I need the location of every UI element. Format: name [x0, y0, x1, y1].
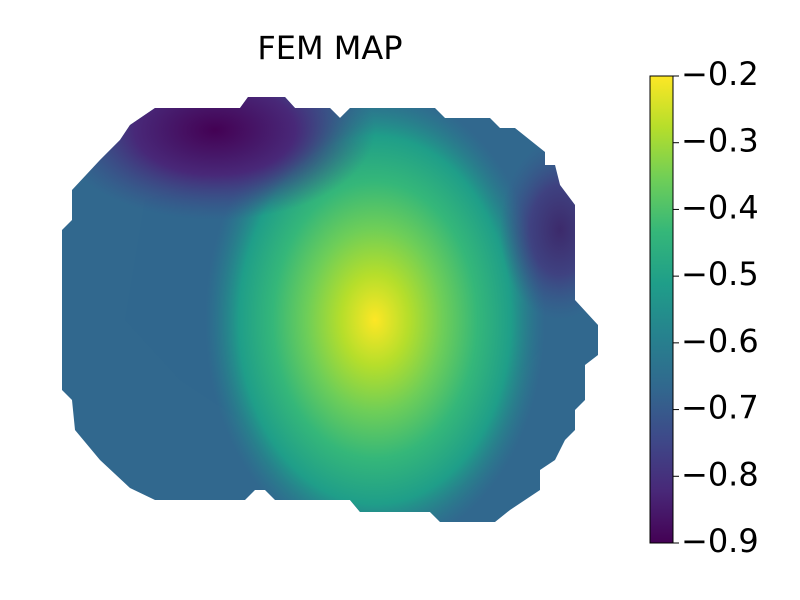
colorbar-tick-label: −0.9 [681, 522, 759, 560]
field-cold [62, 97, 375, 220]
chart-title: FEM MAP [257, 29, 402, 67]
field-cold [500, 140, 598, 320]
colorbar-tick-label: −0.2 [681, 55, 759, 93]
colorbar-tick-label: −0.6 [681, 322, 759, 360]
colorbar-tick-label: −0.4 [681, 188, 759, 226]
colorbar-tick-label: −0.3 [681, 122, 759, 160]
colorbar [649, 75, 674, 544]
colorbar-tick-label: −0.7 [681, 389, 759, 427]
colorbar-tick-label: −0.5 [681, 255, 759, 293]
colorbar-tick-label: −0.8 [681, 455, 759, 493]
